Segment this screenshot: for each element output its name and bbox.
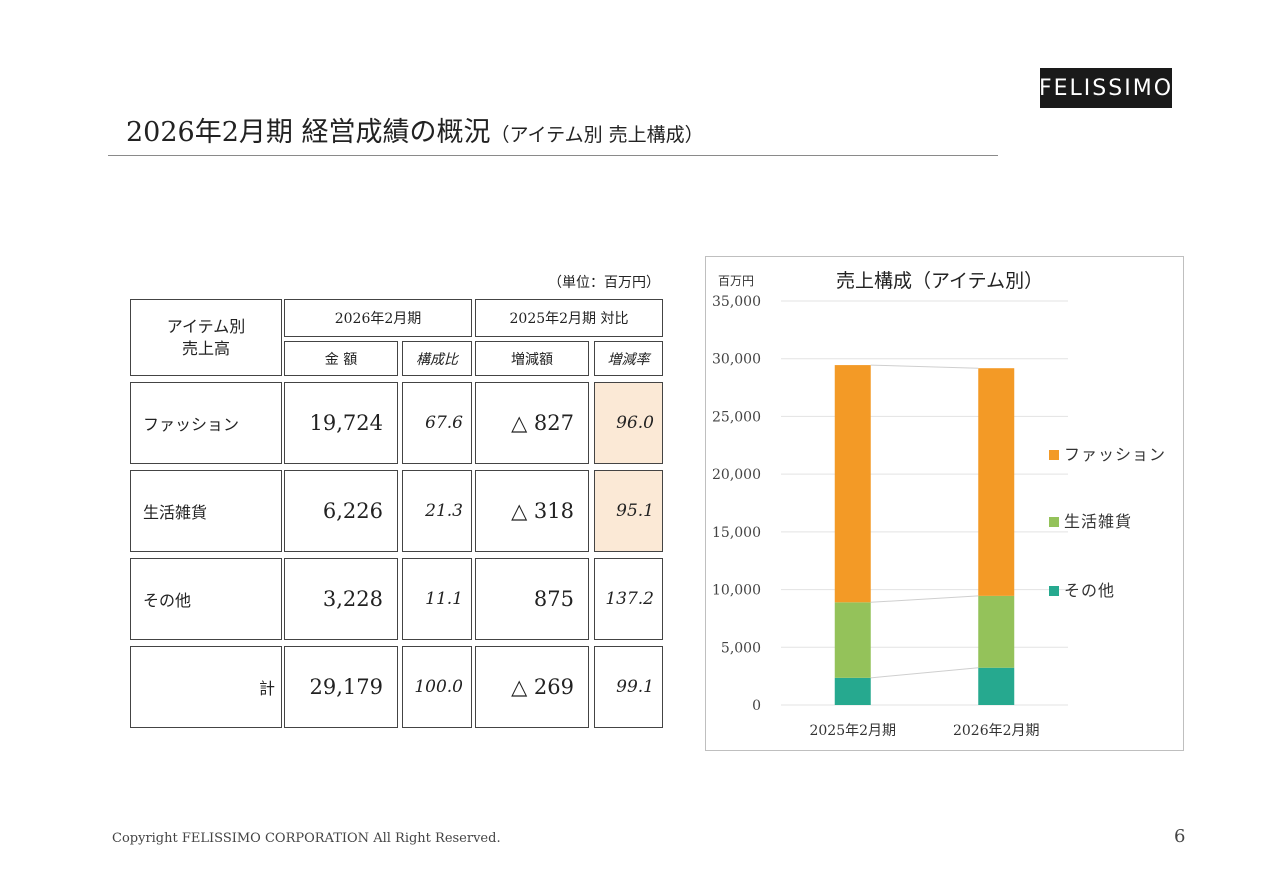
row-amount-total: 29,179 <box>284 646 398 728</box>
legend-swatch <box>1049 450 1059 460</box>
page-title: 2026年2月期 経営成績の概況（アイテム別 売上構成） <box>126 110 704 149</box>
y-tick-label: 35,000 <box>712 294 761 310</box>
header-rate: 増減率 <box>594 341 663 376</box>
header-compare-period: 2025年2月期 対比 <box>475 299 663 337</box>
legend-swatch <box>1049 517 1059 527</box>
title-divider <box>108 155 998 156</box>
header-ratio: 構成比 <box>402 341 472 376</box>
row-ratio-household: 21.3 <box>402 470 472 552</box>
row-amount-fashion: 19,724 <box>284 382 398 464</box>
row-amount-other: 3,228 <box>284 558 398 640</box>
row-rate-fashion: 96.0 <box>594 382 663 464</box>
header-item-line2: 売上高 <box>181 338 230 358</box>
row-ratio-fashion: 67.6 <box>402 382 472 464</box>
row-ratio-total: 100.0 <box>402 646 472 728</box>
row-label-total: 計 <box>130 646 282 728</box>
unit-label: （単位：百万円） <box>548 275 660 291</box>
y-tick-label: 10,000 <box>712 583 761 599</box>
bar-segment <box>978 595 1015 668</box>
chart-title: 売上構成（アイテム別） <box>836 270 1043 292</box>
y-tick-label: 5,000 <box>721 640 761 656</box>
bar-segment <box>834 677 871 705</box>
header-current-period: 2026年2月期 <box>284 299 472 337</box>
row-diff-total: △ 269 <box>475 646 589 728</box>
series-connector <box>870 595 979 603</box>
x-tick-label: 2025年2月期 <box>809 723 896 739</box>
legend-label: ファッション <box>1064 445 1166 464</box>
series-connector <box>870 667 979 679</box>
row-diff-other: 875 <box>475 558 589 640</box>
y-tick-label: 25,000 <box>712 409 761 425</box>
header-item-line1: アイテム別 <box>166 316 246 336</box>
legend-label: 生活雑貨 <box>1064 512 1132 531</box>
row-ratio-other: 11.1 <box>402 558 472 640</box>
row-rate-total: 99.1 <box>594 646 663 728</box>
x-tick-label: 2026年2月期 <box>953 723 1040 739</box>
felissimo-logo: FELISSIMO <box>1039 68 1172 108</box>
legend-label: その他 <box>1064 581 1115 600</box>
row-label-fashion: ファッション <box>130 382 282 464</box>
legend-swatch <box>1049 586 1059 596</box>
row-amount-household: 6,226 <box>284 470 398 552</box>
row-diff-household: △ 318 <box>475 470 589 552</box>
y-tick-label: 30,000 <box>712 352 761 368</box>
copyright-text: Copyright FELISSIMO CORPORATION All Righ… <box>112 831 501 846</box>
y-tick-label: 20,000 <box>712 467 761 483</box>
bar-segment <box>978 667 1015 705</box>
header-diff: 増減額 <box>475 341 589 376</box>
header-item: アイテム別 売上高 <box>130 299 282 376</box>
y-tick-label: 15,000 <box>712 525 761 541</box>
chart-ylabel: 百万円 <box>718 274 754 288</box>
title-sub: （アイテム別 売上構成） <box>490 124 704 146</box>
y-tick-label: 0 <box>752 698 761 714</box>
row-rate-other: 137.2 <box>594 558 663 640</box>
row-diff-fashion: △ 827 <box>475 382 589 464</box>
bar-segment <box>834 365 871 603</box>
row-label-household: 生活雑貨 <box>130 470 282 552</box>
bar-segment <box>978 368 1015 596</box>
bar-segment <box>834 602 871 678</box>
page-number: 6 <box>1174 826 1186 847</box>
row-label-other: その他 <box>130 558 282 640</box>
row-rate-household: 95.1 <box>594 470 663 552</box>
title-main: 2026年2月期 経営成績の概況 <box>126 117 491 148</box>
series-connector <box>870 364 979 369</box>
sales-composition-chart: 売上構成（アイテム別） 百万円 0 5,000 10,000 15,000 20,000 25… <box>705 256 1184 751</box>
chart-canvas: 売上構成（アイテム別） 百万円 0 5,000 10,000 15,000 20,000 25… <box>712 270 1166 739</box>
header-amount: 金 額 <box>284 341 398 376</box>
